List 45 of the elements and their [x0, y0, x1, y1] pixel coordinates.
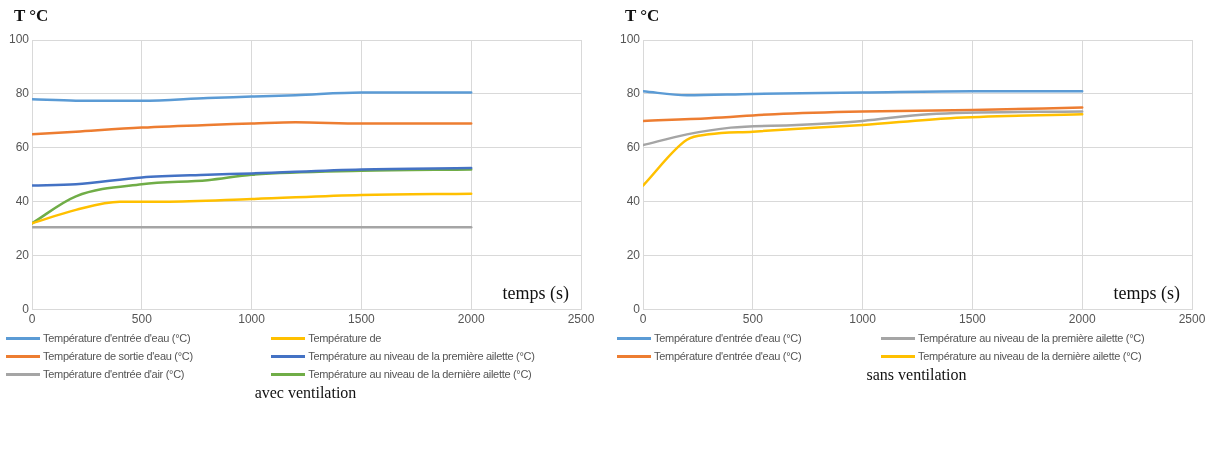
line-series — [32, 166, 473, 187]
y-tick-label: 20 — [626, 247, 641, 262]
y-tick-label: 60 — [626, 140, 641, 155]
line-series — [643, 110, 1084, 147]
y-tick-label: 20 — [15, 247, 30, 262]
y-tick-label: 80 — [626, 86, 641, 101]
x-tick-label: 1000 — [849, 312, 877, 327]
legend-label: Température d'entrée d'eau (°C) — [43, 332, 191, 344]
legend-label: Température au niveau de la première ailette (°C) — [917, 332, 1145, 344]
y-axis-title: T °C — [625, 5, 660, 25]
text: avec ventilation — [253, 384, 358, 402]
y-tick-label: 40 — [626, 194, 641, 209]
y-tick-label: 100 — [8, 32, 30, 47]
y-tick-label: 80 — [15, 86, 30, 101]
line-series — [32, 192, 473, 225]
y-tick-label: 40 — [15, 194, 30, 209]
x-tick-label: 2500 — [1178, 312, 1206, 327]
y-tick-label: 0 — [633, 301, 641, 316]
line-series — [643, 106, 1084, 123]
legend-label: Température d'entrée d'eau (°C) — [654, 332, 802, 344]
x-axis-title: temps (s) — [1113, 283, 1180, 305]
line-series — [32, 91, 473, 102]
x-tick-label: 1500 — [348, 312, 376, 327]
x-tick-label: 2000 — [1068, 312, 1096, 327]
text: sans ventilation — [865, 366, 968, 384]
legend-label: Température au niveau de la première ailette (°C) — [308, 350, 535, 362]
line-series — [32, 120, 473, 136]
x-tick-label: 1500 — [959, 312, 987, 327]
legend-label: Température au niveau de la dernière ailette (°C) — [308, 368, 532, 380]
line-series — [643, 112, 1084, 187]
y-tick-label: 0 — [22, 301, 30, 316]
x-tick-label: 2000 — [457, 312, 485, 327]
y-tick-label: 60 — [15, 140, 30, 155]
x-tick-label: 2500 — [567, 312, 595, 327]
y-axis-title: T °C — [14, 5, 49, 25]
x-axis-title: temps (s) — [502, 283, 569, 305]
legend-label: Température d'entrée d'air (°C) — [43, 368, 185, 380]
legend-label: Température de sortie d'eau (°C) — [43, 350, 193, 362]
legend-label: Température de — [308, 332, 382, 344]
legend-label: Température d'entrée d'eau (°C) — [654, 350, 802, 362]
x-tick-label: 1000 — [238, 312, 266, 327]
x-tick-label: 500 — [131, 312, 153, 327]
y-tick-label: 100 — [619, 32, 641, 47]
legend-label: Température au niveau de la dernière ailette (°C) — [917, 350, 1142, 362]
x-tick-label: 500 — [742, 312, 764, 327]
